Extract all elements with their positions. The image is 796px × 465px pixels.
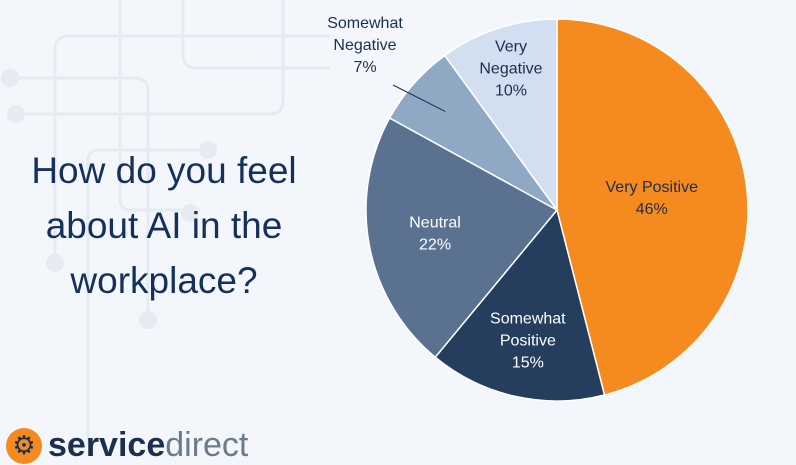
slice-percent: 46% (636, 201, 668, 218)
slice-name: Somewhat (327, 15, 403, 32)
pie-slice-very-positive (556, 18, 749, 396)
slice-percent: 15% (512, 354, 544, 371)
slice-label: Somewhat Negative 7% (327, 15, 403, 76)
slice-label: Very Negative 10% (479, 38, 542, 99)
slice-name: Somewhat (490, 310, 566, 327)
label-leader-line (392, 84, 446, 112)
chart-title: How do you feel about AI in the workplac… (31, 150, 297, 301)
background-circuit-decoration (1, 0, 330, 445)
logo-text-bold: service (48, 426, 166, 464)
pie-chart: Very Positive 46% Somewhat Positive 15% Neutr… (327, 15, 749, 402)
slice-name: Negative (333, 37, 396, 54)
slice-name: Negative (479, 60, 542, 77)
slice-percent: 22% (419, 236, 451, 253)
pie-slice-somewhat-positive (434, 208, 606, 402)
slice-name: Very Positive (606, 179, 699, 196)
slice-label: Neutral 22% (409, 214, 461, 253)
pie-slice-neutral (365, 116, 559, 359)
slice-label: Somewhat Positive 15% (490, 310, 566, 371)
slice-name: Very (495, 38, 527, 55)
gear-icon: ⚙ (6, 427, 42, 464)
servicedirect-logo: ⚙ service direct (6, 426, 248, 465)
pie-slice-very-negative (443, 18, 558, 213)
slice-percent: 7% (353, 59, 376, 76)
slice-percent: 10% (495, 82, 527, 99)
slice-name: Positive (500, 332, 556, 349)
logo-text-light: direct (165, 426, 249, 464)
slice-name: Neutral (409, 214, 461, 231)
slice-label: Very Positive 46% (606, 179, 699, 218)
